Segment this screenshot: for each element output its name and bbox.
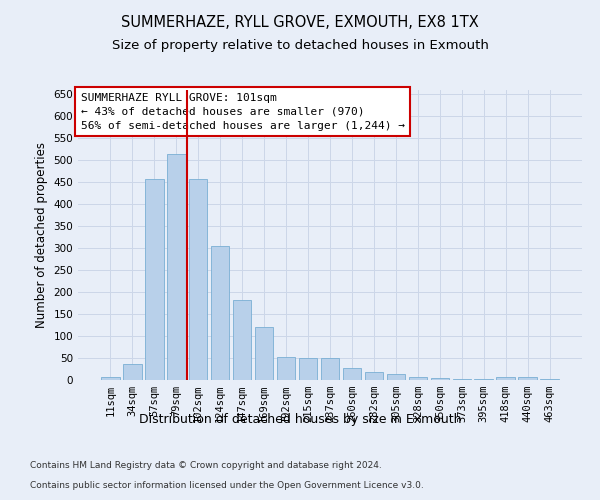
Text: Size of property relative to detached houses in Exmouth: Size of property relative to detached ho… xyxy=(112,39,488,52)
Bar xyxy=(255,328,274,380)
Text: Distribution of detached houses by size in Exmouth: Distribution of detached houses by size … xyxy=(139,412,461,426)
Bar xyxy=(145,179,164,380)
Text: SUMMERHAZE, RYLL GROVE, EXMOUTH, EX8 1TX: SUMMERHAZE, RYLL GROVE, EXMOUTH, EX8 1TX xyxy=(121,15,479,30)
Bar xyxy=(452,378,471,380)
Text: Contains public sector information licensed under the Open Government Licence v3: Contains public sector information licen… xyxy=(30,481,424,490)
Bar xyxy=(320,358,340,380)
Bar xyxy=(343,368,361,380)
Bar xyxy=(496,378,515,380)
Bar xyxy=(167,154,185,380)
Bar xyxy=(365,372,383,380)
Bar xyxy=(431,378,449,380)
Text: SUMMERHAZE RYLL GROVE: 101sqm
← 43% of detached houses are smaller (970)
56% of : SUMMERHAZE RYLL GROVE: 101sqm ← 43% of d… xyxy=(80,93,404,131)
Bar xyxy=(299,358,317,380)
Bar xyxy=(211,246,229,380)
Bar xyxy=(518,378,537,380)
Bar xyxy=(475,379,493,380)
Bar xyxy=(123,364,142,380)
Bar xyxy=(189,179,208,380)
Bar xyxy=(277,357,295,380)
Bar xyxy=(101,378,119,380)
Bar xyxy=(541,378,559,380)
Bar xyxy=(386,374,405,380)
Text: Contains HM Land Registry data © Crown copyright and database right 2024.: Contains HM Land Registry data © Crown c… xyxy=(30,461,382,470)
Bar xyxy=(233,300,251,380)
Bar xyxy=(409,377,427,380)
Y-axis label: Number of detached properties: Number of detached properties xyxy=(35,142,48,328)
